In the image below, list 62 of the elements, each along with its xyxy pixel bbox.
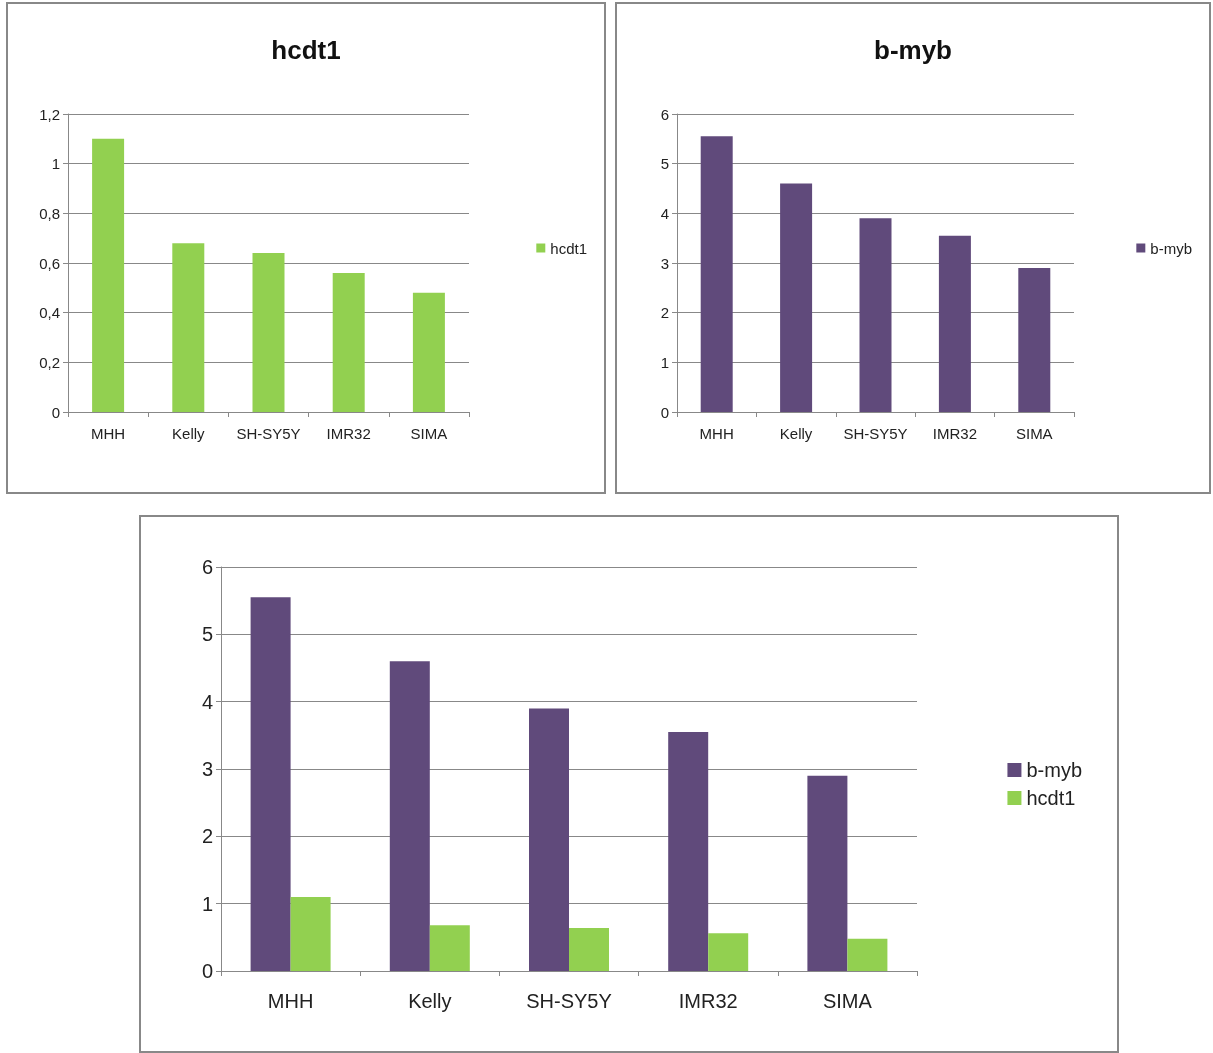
y-tick-label: 4 (201, 690, 213, 713)
legend-label: b-myb (1026, 759, 1083, 781)
x-tick-label: MHH (91, 425, 126, 442)
x-tick-label: SIMA (1015, 425, 1053, 442)
y-tick-label: 2 (201, 825, 213, 848)
bar (389, 661, 430, 971)
y-tick-label: 0,2 (39, 353, 60, 371)
y-tick-label: 1,2 (39, 105, 60, 123)
bar (529, 708, 569, 971)
y-tick-label: 0,4 (39, 304, 60, 322)
legend-label: b-myb (1150, 239, 1193, 257)
x-tick-label: MHH (267, 990, 314, 1012)
y-tick-label: 6 (660, 105, 669, 123)
bar (780, 183, 813, 412)
y-tick-label: 0 (51, 403, 60, 421)
y-tick-label: 1 (201, 892, 213, 915)
y-tick-label: 1 (51, 155, 60, 173)
x-tick-label: SIMA (410, 425, 448, 442)
y-tick-label: 0,6 (39, 254, 60, 272)
bar (859, 218, 892, 412)
y-tick-label: 1 (660, 353, 669, 371)
y-tick-label: 3 (201, 758, 213, 780)
bar (569, 927, 609, 971)
bar (938, 235, 971, 412)
x-tick-label: IMR32 (678, 990, 738, 1012)
bar (708, 933, 749, 971)
x-tick-label: MHH (699, 425, 734, 442)
x-tick-label: SIMA (822, 990, 873, 1012)
x-tick-label: Kelly (172, 425, 206, 442)
x-tick-label: IMR32 (326, 425, 371, 442)
chart-title: b-myb (874, 35, 952, 65)
x-tick-label: Kelly (408, 990, 452, 1012)
y-tick-label: 6 (201, 556, 213, 578)
bar (807, 775, 848, 971)
y-tick-label: 4 (660, 204, 669, 222)
y-tick-label: 0 (201, 960, 213, 982)
x-tick-label: SH-SY5Y (236, 425, 301, 442)
x-tick-label: Kelly (779, 425, 813, 442)
bar (92, 138, 125, 412)
y-tick-label: 5 (660, 155, 669, 173)
bar (700, 136, 733, 412)
x-tick-label: IMR32 (932, 425, 977, 442)
x-tick-label: SH-SY5Y (843, 425, 908, 442)
bar (250, 597, 291, 971)
bar (668, 731, 709, 971)
bar (847, 938, 888, 971)
y-tick-label: 0,8 (39, 204, 60, 222)
y-tick-label: 3 (660, 254, 669, 272)
y-tick-label: 0 (660, 403, 669, 421)
chart-title: hcdt1 (271, 35, 341, 65)
bar (1018, 267, 1051, 412)
bar (172, 243, 205, 412)
bar (290, 896, 331, 971)
bar (252, 253, 285, 412)
bar (332, 272, 365, 412)
y-tick-label: 5 (201, 623, 213, 646)
x-tick-label: SH-SY5Y (526, 990, 612, 1012)
legend-label: hcdt1 (1026, 787, 1076, 809)
y-tick-label: 2 (660, 304, 669, 322)
bar (412, 292, 445, 412)
bar (429, 925, 470, 971)
legend-label: hcdt1 (550, 239, 588, 257)
